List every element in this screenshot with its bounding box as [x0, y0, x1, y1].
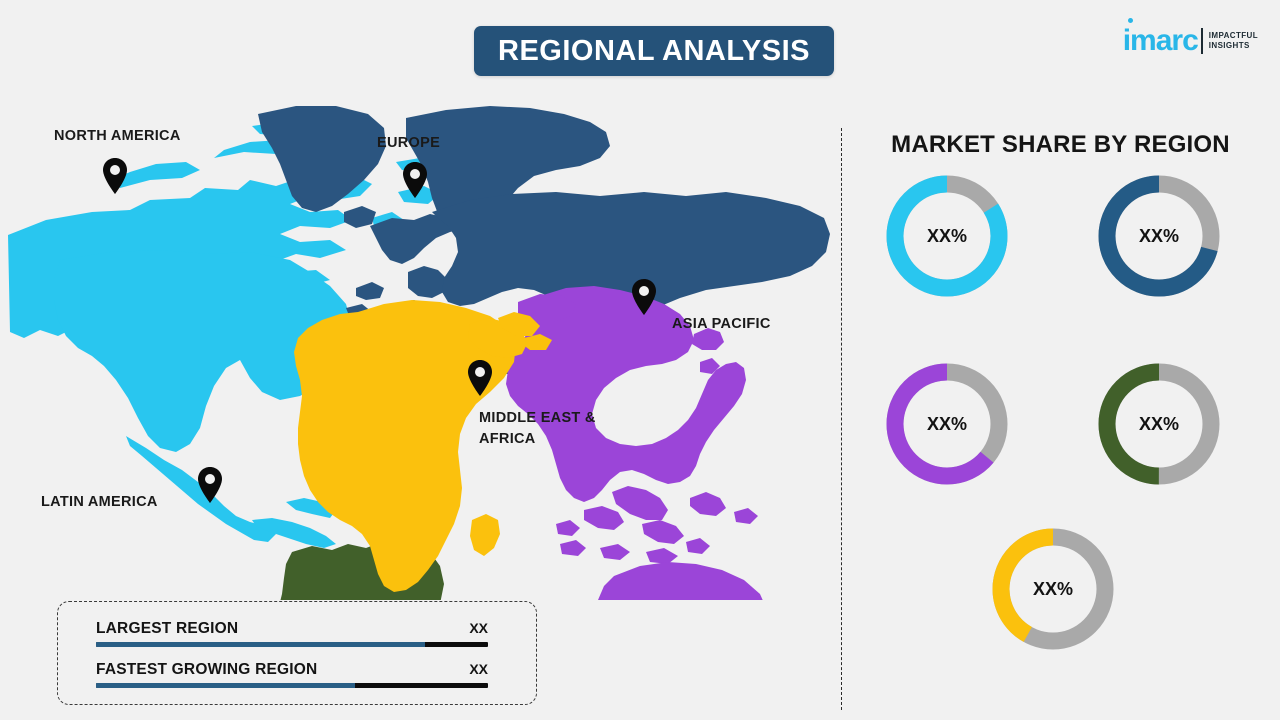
legend-value-largest-region: XX — [469, 620, 488, 636]
legend-bar-fill-largest-region — [96, 642, 426, 647]
legend-value-fastest-growing-region: XX — [469, 661, 488, 677]
map-pin-icon-europe[interactable] — [401, 161, 429, 199]
logo-tagline: IMPACTFUL INSIGHTS — [1209, 31, 1258, 51]
market-share-panel-title: MARKET SHARE BY REGION — [891, 131, 1230, 158]
legend-label-fastest-growing-region: FASTEST GROWING REGION — [96, 661, 318, 678]
map-region-middle-east-africa — [294, 300, 552, 592]
panel-divider — [841, 128, 842, 710]
donut-label-middle-east-africa: XX% — [1032, 578, 1074, 599]
legend-bar-track-largest-region — [96, 642, 488, 647]
donut-label-latin-america: XX% — [1138, 413, 1180, 434]
map-pin-icon-middle-east-africa[interactable] — [466, 359, 494, 397]
donut-chart-asia-pacific: XX% — [885, 362, 1009, 486]
map-pin-icon-asia-pacific[interactable] — [630, 278, 658, 316]
page-title: REGIONAL ANALYSIS — [498, 34, 810, 67]
map-pin-icon-latin-america[interactable] — [196, 466, 224, 504]
legend-box: LARGEST REGION XX FASTEST GROWING REGION… — [57, 601, 537, 705]
map-label-latin-america: LATIN AMERICA — [41, 494, 158, 510]
map-region-greenland — [258, 106, 386, 228]
donut-label-north-america: XX% — [926, 225, 968, 246]
logo-tagline-line2: INSIGHTS — [1208, 41, 1250, 50]
legend-row-largest-region: LARGEST REGION XX — [96, 620, 488, 647]
map-pin-icon-north-america[interactable] — [101, 157, 129, 195]
donut-chart-middle-east-africa: XX% — [991, 527, 1115, 651]
map-region-asia-pacific — [484, 286, 763, 600]
donut-label-europe: XX% — [1138, 225, 1180, 246]
page-title-banner: REGIONAL ANALYSIS — [474, 26, 834, 76]
map-label-north-america: NORTH AMERICA — [54, 128, 181, 144]
legend-row-fastest-growing-region: FASTEST GROWING REGION XX — [96, 661, 488, 688]
world-map — [0, 100, 830, 600]
donut-label-asia-pacific: XX% — [926, 413, 968, 434]
map-label-asia-pacific: ASIA PACIFIC — [672, 316, 771, 332]
donut-chart-north-america: XX% — [885, 174, 1009, 298]
legend-label-largest-region: LARGEST REGION — [96, 620, 239, 637]
legend-bar-fill-fastest-growing-region — [96, 683, 355, 688]
donut-chart-europe: XX% — [1097, 174, 1221, 298]
map-label-europe: EUROPE — [377, 135, 441, 151]
legend-bar-track-fastest-growing-region — [96, 683, 488, 688]
donut-chart-latin-america: XX% — [1097, 362, 1221, 486]
logo-divider — [1200, 28, 1203, 54]
map-label-middle-east-africa: MIDDLE EAST & AFRICA — [479, 410, 596, 447]
imarc-logo: imarc IMPACTFUL INSIGHTS — [1122, 18, 1258, 58]
logo-wordmark: imarc — [1122, 18, 1199, 57]
logo-tagline-line1: IMPACTFUL — [1208, 31, 1258, 40]
